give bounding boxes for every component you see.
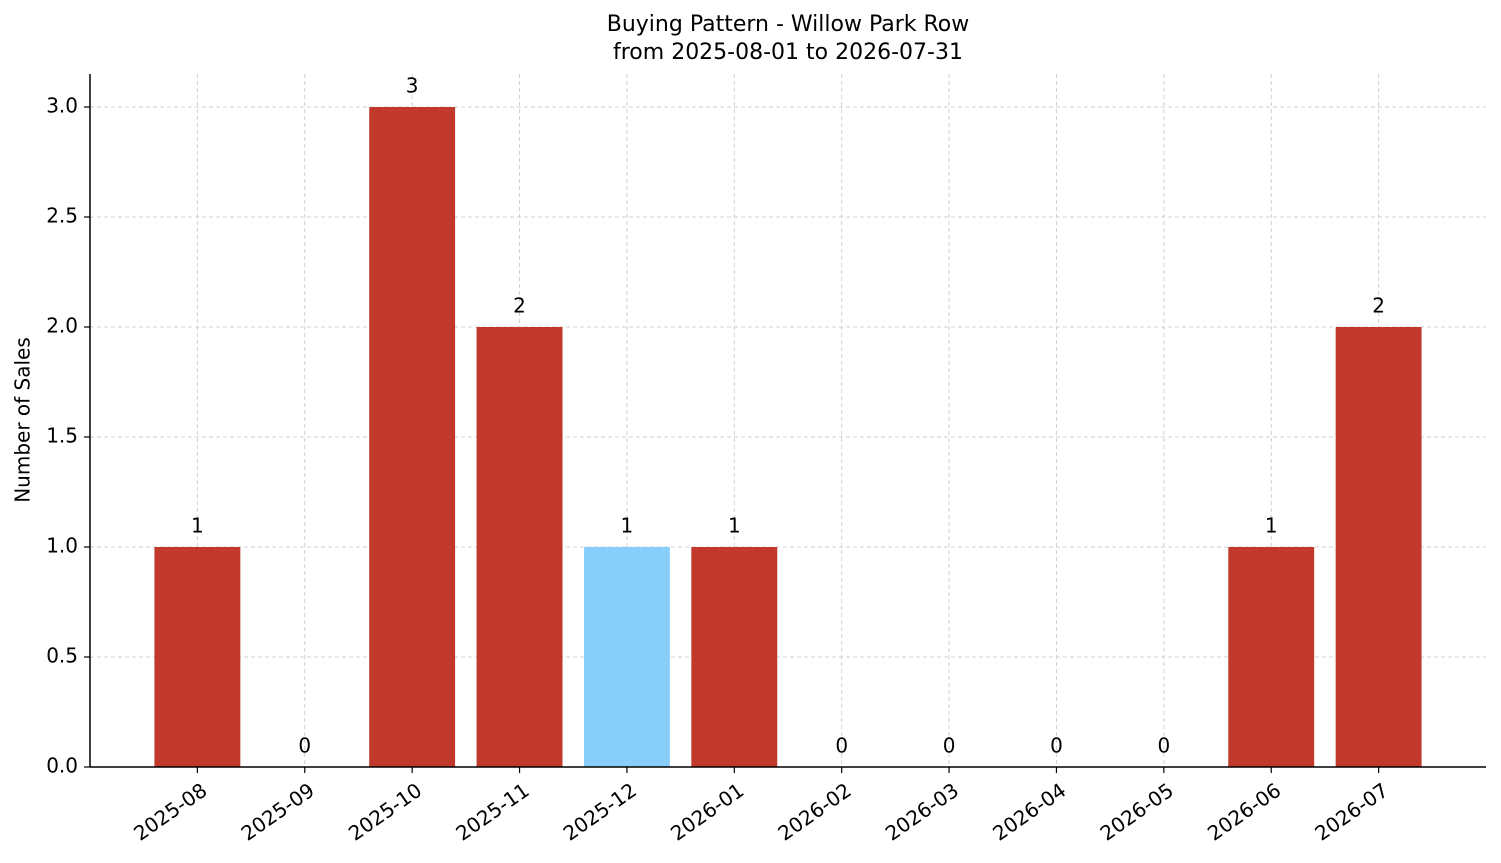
bar xyxy=(691,547,778,767)
y-tick-label: 1.0 xyxy=(46,534,78,558)
value-label: 1 xyxy=(1265,514,1278,538)
x-tick-label: 2025-12 xyxy=(559,778,641,846)
x-tick-label: 2025-10 xyxy=(344,778,426,846)
y-tick-label: 1.5 xyxy=(46,424,78,448)
value-label: 0 xyxy=(943,734,956,758)
value-label: 0 xyxy=(835,734,848,758)
value-label: 1 xyxy=(728,514,741,538)
y-tick-label: 2.0 xyxy=(46,314,78,338)
y-tick-label: 2.5 xyxy=(46,204,78,228)
y-tick-label: 0.0 xyxy=(46,754,78,778)
value-label: 3 xyxy=(406,74,419,98)
value-label: 2 xyxy=(513,294,526,318)
value-label: 0 xyxy=(298,734,311,758)
chart-title: Buying Pattern - Willow Park Row xyxy=(607,12,969,37)
bar xyxy=(1335,327,1422,767)
x-tick-label: 2026-03 xyxy=(881,778,963,846)
x-tick-label: 2026-06 xyxy=(1203,778,1285,846)
value-label: 1 xyxy=(191,514,204,538)
y-tick-label: 3.0 xyxy=(46,94,78,118)
y-axis-label: Number of Sales xyxy=(11,337,35,503)
x-tick-label: 2026-02 xyxy=(773,778,855,846)
chart-subtitle: from 2025-08-01 to 2026-07-31 xyxy=(613,40,963,65)
bar xyxy=(1228,547,1315,767)
x-tick-label: 2026-01 xyxy=(666,778,748,846)
value-label: 2 xyxy=(1372,294,1385,318)
bar xyxy=(369,107,456,767)
bar xyxy=(476,327,563,767)
x-tick-label: 2026-07 xyxy=(1310,778,1392,846)
bar xyxy=(583,547,670,767)
x-tick-label: 2026-05 xyxy=(1096,778,1178,846)
x-tick-label: 2025-09 xyxy=(237,778,319,846)
x-tick-label: 2026-04 xyxy=(988,778,1070,846)
y-tick-label: 0.5 xyxy=(46,644,78,668)
x-tick-label: 2025-08 xyxy=(129,778,211,846)
x-tick-label: 2025-11 xyxy=(451,778,533,846)
bar xyxy=(154,547,241,767)
value-label: 0 xyxy=(1157,734,1170,758)
value-label: 1 xyxy=(621,514,634,538)
value-label: 0 xyxy=(1050,734,1063,758)
